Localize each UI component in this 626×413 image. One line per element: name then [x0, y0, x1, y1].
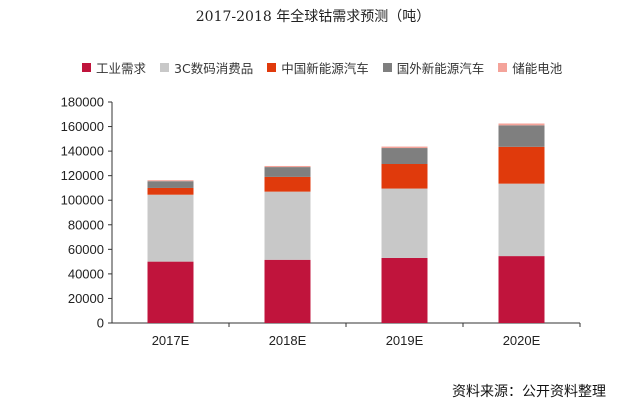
bar-segment: [381, 146, 428, 149]
bar-segment: [147, 261, 194, 323]
bar-segment: [147, 181, 194, 188]
bar-segment: [147, 180, 194, 182]
y-tick-label: 160000: [61, 119, 104, 134]
x-axis: 2017E 2018E 2019E 2020E: [112, 322, 581, 348]
legend-swatch: [267, 63, 277, 72]
y-axis: 0 20000 40000 60000 80000 100000 120000 140000 1…: [61, 95, 113, 331]
bar-segment: [264, 191, 311, 260]
legend-swatch: [382, 63, 392, 72]
bar-segment: [147, 187, 194, 195]
bar-segment: [498, 123, 545, 126]
bar-segment: [381, 188, 428, 258]
chart-title: 2017-2018 年全球钴需求预测（吨）: [195, 9, 431, 25]
bar-segment: [498, 256, 545, 323]
y-tick-label: 80000: [68, 217, 104, 232]
bar-segment: [264, 165, 311, 168]
chart-legend: 工业需求 3C数码消费品 中国新能源汽车 国外新能源汽车 储能电池: [82, 58, 562, 77]
bar-segment: [264, 167, 311, 177]
y-tick-label: 180000: [61, 95, 104, 110]
bar-segment: [498, 146, 545, 184]
bar-segment: [498, 183, 545, 257]
y-tick-label: 60000: [68, 242, 104, 257]
y-tick-label: 140000: [61, 144, 104, 159]
legend-label: 国外新能源汽车: [396, 61, 485, 76]
bar-segment: [381, 164, 428, 189]
legend-item-china-nev: 中国新能源汽车: [267, 58, 369, 77]
legend-item-industrial: 工业需求: [82, 58, 146, 77]
y-tick-label: 40000: [68, 266, 104, 281]
source-note: 资料来源：公开资料整理: [452, 384, 606, 400]
y-tick-label: 20000: [68, 291, 104, 306]
y-tick-label: 120000: [61, 168, 104, 183]
legend-swatch: [498, 63, 508, 72]
bar-segment: [147, 194, 194, 262]
y-tick-label: 0: [97, 316, 104, 331]
legend-item-3c: 3C数码消费品: [160, 58, 253, 77]
x-tick-label: 2019E: [386, 333, 424, 348]
legend-label: 3C数码消费品: [174, 61, 254, 76]
legend-label: 储能电池: [512, 61, 563, 76]
legend-label: 中国新能源汽车: [281, 61, 369, 76]
legend-swatch: [82, 63, 91, 72]
bar-segment: [264, 176, 311, 192]
bar-segment: [498, 125, 545, 147]
y-tick-label: 100000: [61, 193, 104, 208]
bar-segment: [264, 259, 311, 323]
legend-item-storage: 储能电池: [498, 58, 562, 77]
x-tick-label: 2017E: [152, 333, 190, 348]
legend-label: 工业需求: [96, 61, 147, 76]
legend-item-foreign-nev: 国外新能源汽车: [382, 58, 485, 77]
bar-segment: [381, 148, 428, 165]
bar-segment: [381, 257, 428, 323]
legend-swatch: [160, 63, 170, 72]
x-tick-label: 2018E: [269, 333, 307, 348]
x-tick-label: 2020E: [503, 333, 541, 348]
bars: [147, 123, 545, 323]
